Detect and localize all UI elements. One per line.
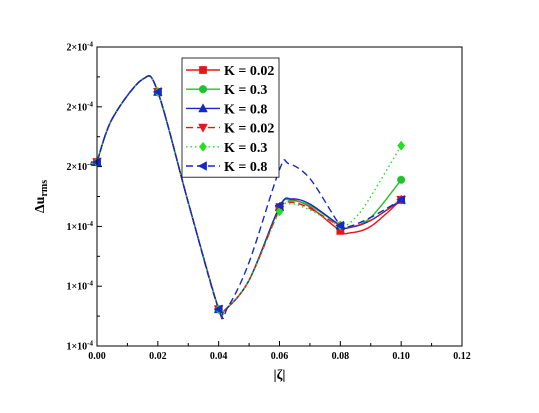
x-tick-label: 0.06 xyxy=(271,351,289,362)
x-tick-label: 0.00 xyxy=(88,351,106,362)
y-tick-label: 1×10-4 xyxy=(66,340,93,353)
x-tick-label: 0.04 xyxy=(210,351,228,362)
data-point xyxy=(396,194,406,205)
y-tick-label: 2×10-4 xyxy=(66,160,93,173)
data-point xyxy=(335,220,345,231)
data-point xyxy=(198,103,208,113)
legend-label: K = 0.3 xyxy=(224,83,267,98)
data-point xyxy=(274,200,284,211)
y-axis: 1×10-4 1×10-4 1×10-4 2×10-4 2×10-4 2×10-4 xyxy=(66,41,102,353)
legend-label: K = 0.3 xyxy=(224,141,267,156)
plot-frame xyxy=(96,46,463,347)
series-curves xyxy=(96,75,402,320)
legend-label: K = 0.8 xyxy=(224,160,267,175)
y-axis-title-subscript: rms xyxy=(39,180,50,197)
legend-label: K = 0.8 xyxy=(224,102,267,117)
y-tick-label: 2×10-4 xyxy=(66,41,93,54)
x-tick-label: 0.10 xyxy=(392,351,410,362)
y-tick-label: 1×10-4 xyxy=(66,280,93,293)
legend-box xyxy=(181,57,280,178)
y-axis-title-main: Δu xyxy=(33,196,48,213)
data-point xyxy=(397,175,406,184)
y-tick-label: 2×10-4 xyxy=(66,100,93,113)
data-point xyxy=(152,87,162,97)
data-point xyxy=(213,304,223,315)
legend-label: K = 0.02 xyxy=(224,122,274,137)
x-axis: 0.00 0.02 0.04 0.06 0.08 0.10 0.12 xyxy=(88,341,471,362)
data-point xyxy=(199,141,207,152)
legend: K = 0.02 K = 0.3 K = 0.8 K = 0.02 K = 0.3 K =… xyxy=(181,57,280,178)
x-tick-label: 0.08 xyxy=(332,351,350,362)
data-point xyxy=(397,140,406,151)
data-point xyxy=(198,85,208,94)
legend-label: K = 0.02 xyxy=(224,64,274,79)
series-line xyxy=(96,75,402,319)
x-tick-label: 0.02 xyxy=(149,351,167,362)
y-axis-title: Δurms xyxy=(33,180,50,213)
y-tick-label: 1×10-4 xyxy=(66,220,93,233)
data-point xyxy=(199,66,207,74)
x-axis-title: |ζ| xyxy=(274,368,286,383)
x-tick-label: 0.12 xyxy=(453,351,471,362)
data-point xyxy=(198,123,208,133)
data-point xyxy=(197,161,207,171)
